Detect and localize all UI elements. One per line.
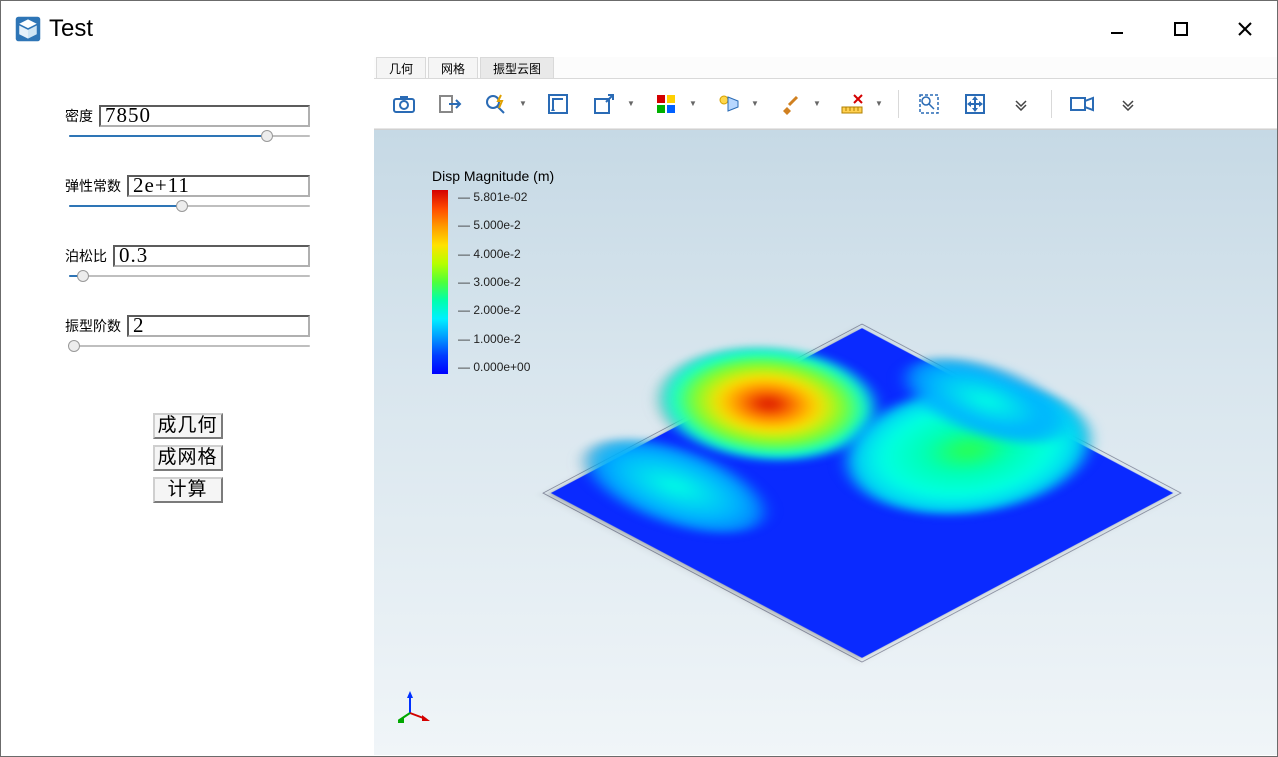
compute-button[interactable]: 计算 — [153, 477, 223, 503]
screenshot-icon[interactable] — [382, 85, 426, 123]
search-lightning-icon[interactable] — [474, 85, 518, 123]
tab-geometry[interactable]: 几何 — [376, 57, 426, 78]
mode-order-slider[interactable] — [69, 339, 310, 353]
overflow-icon-2[interactable] — [1106, 85, 1150, 123]
elastic-input[interactable]: 2e+11 — [127, 175, 310, 197]
param-poisson: 泊松比 0.3 — [65, 245, 310, 283]
legend-tick: 5.801e-02 — [458, 190, 530, 204]
lighting-icon[interactable] — [706, 85, 750, 123]
gen-geometry-button[interactable]: 成几何 — [153, 413, 223, 439]
colorbar-legend: Disp Magnitude (m) 5.801e-02 5.000e-2 4.00… — [432, 168, 554, 374]
ruler-delete-icon[interactable] — [830, 85, 874, 123]
maximize-button[interactable] — [1149, 1, 1213, 57]
brush-icon-dropdown[interactable]: ▼ — [812, 85, 822, 123]
box-select-icon[interactable] — [907, 85, 951, 123]
mode-order-input[interactable]: 2 — [127, 315, 310, 337]
legend-tick: 5.000e-2 — [458, 218, 530, 232]
tab-mode-shape-contour[interactable]: 振型云图 — [480, 57, 554, 78]
camera-projection-icon[interactable] — [1060, 85, 1104, 123]
density-label: 密度 — [65, 106, 93, 126]
overflow-icon[interactable] — [999, 85, 1043, 123]
parameters-panel: 密度 7850 弹性常数 2e+11 泊松比 0.3 — [1, 57, 374, 755]
colorbar-ticks: 5.801e-02 5.000e-2 4.000e-2 3.000e-2 2.000e-… — [458, 190, 530, 374]
colormap-icon[interactable] — [644, 85, 688, 123]
legend-tick: 0.000e+00 — [458, 360, 530, 374]
app-icon — [13, 14, 43, 44]
colormap-icon-dropdown[interactable]: ▼ — [688, 85, 698, 123]
contour-plate — [550, 328, 1172, 658]
viewer-toolbar: ▼ ▼ ▼ ▼ ▼ ▼ — [374, 79, 1277, 129]
gen-mesh-button[interactable]: 成网格 — [153, 445, 223, 471]
expand-box-icon[interactable] — [582, 85, 626, 123]
density-input[interactable]: 7850 — [99, 105, 310, 127]
density-slider[interactable] — [69, 129, 310, 143]
export-arrow-icon[interactable] — [428, 85, 472, 123]
colorbar-gradient — [432, 190, 448, 374]
ruler-delete-icon-dropdown[interactable]: ▼ — [874, 85, 884, 123]
param-density: 密度 7850 — [65, 105, 310, 143]
expand-box-icon-dropdown[interactable]: ▼ — [626, 85, 636, 123]
title-bar: Test — [1, 1, 1277, 57]
legend-tick: 2.000e-2 — [458, 303, 530, 317]
legend-title: Disp Magnitude (m) — [432, 168, 554, 184]
lighting-icon-dropdown[interactable]: ▼ — [750, 85, 760, 123]
contour-plate-wrap — [642, 273, 1082, 713]
param-mode-order: 振型阶数 2 — [65, 315, 310, 353]
poisson-label: 泊松比 — [65, 246, 107, 266]
brush-icon[interactable] — [768, 85, 812, 123]
poisson-input[interactable]: 0.3 — [113, 245, 310, 267]
axis-triad-icon — [398, 691, 430, 723]
elastic-label: 弹性常数 — [65, 176, 121, 196]
close-button[interactable] — [1213, 1, 1277, 57]
search-lightning-icon-dropdown[interactable]: ▼ — [518, 85, 528, 123]
toolbar-separator — [1051, 90, 1052, 118]
minimize-button[interactable] — [1085, 1, 1149, 57]
render-viewport[interactable]: Disp Magnitude (m) 5.801e-02 5.000e-2 4.00… — [374, 129, 1277, 755]
legend-tick: 1.000e-2 — [458, 332, 530, 346]
window-title: Test — [49, 15, 93, 43]
reset-view-icon[interactable] — [536, 85, 580, 123]
legend-tick: 4.000e-2 — [458, 247, 530, 261]
view-tab-strip: 几何 网格 振型云图 — [374, 57, 1277, 79]
tab-mesh[interactable]: 网格 — [428, 57, 478, 78]
legend-tick: 3.000e-2 — [458, 275, 530, 289]
poisson-slider[interactable] — [69, 269, 310, 283]
toolbar-separator — [898, 90, 899, 118]
mode-order-label: 振型阶数 — [65, 316, 121, 336]
param-elastic: 弹性常数 2e+11 — [65, 175, 310, 213]
elastic-slider[interactable] — [69, 199, 310, 213]
fit-view-icon[interactable] — [953, 85, 997, 123]
